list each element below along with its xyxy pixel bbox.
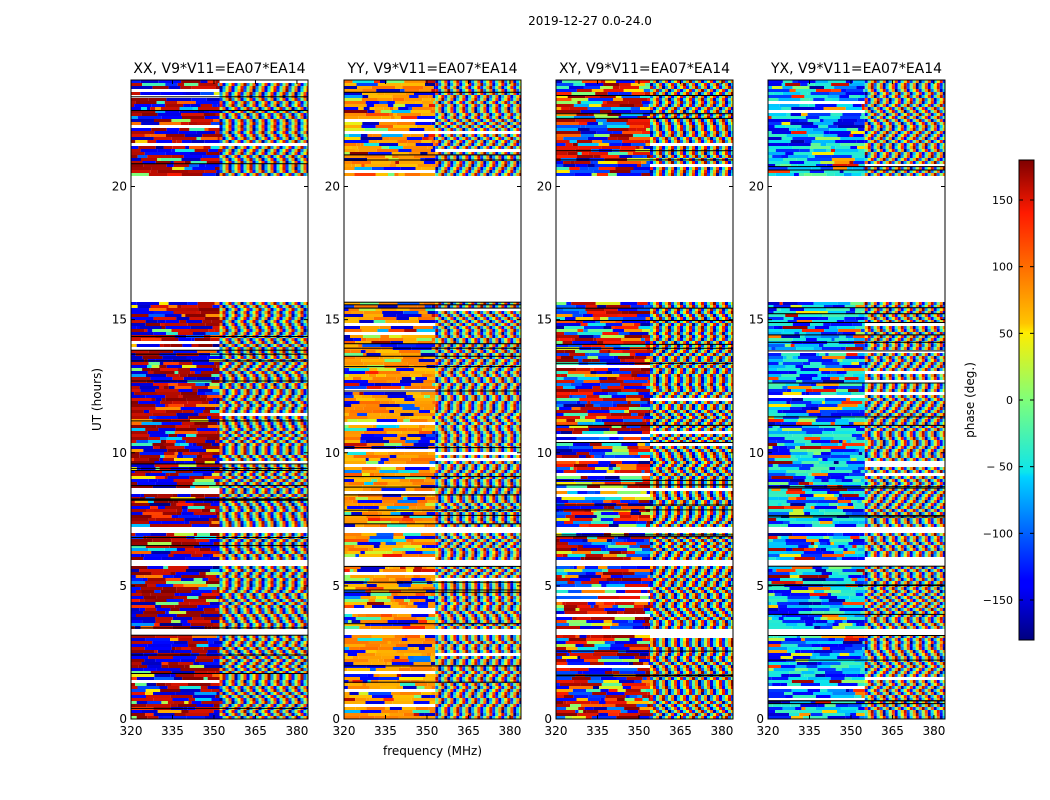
x-axis-label: frequency (MHz) [383, 744, 482, 758]
y-tick-label: 5 [332, 579, 340, 593]
axes-frame [343, 79, 522, 720]
x-tick-label: 335 [798, 724, 821, 738]
y-tick-label: 0 [119, 712, 127, 726]
y-tick-label: 10 [112, 446, 127, 460]
colorbar: 150 100 50 0 − 50 −100 −150 phase (deg.) [963, 159, 1035, 641]
x-tick-label: 350 [203, 724, 226, 738]
panel-3: YX, V9*V11=EA07*EA14 0 5 10 15 20 320 335 350 365… [749, 61, 946, 738]
x-tick-label: 380 [922, 724, 945, 738]
x-tick-label: 380 [710, 724, 733, 738]
y-tick-label: 20 [112, 180, 127, 194]
y-tick-label: 15 [112, 313, 127, 327]
y-tick-label: 15 [325, 313, 340, 327]
x-tick-label: 335 [586, 724, 609, 738]
panel-title: XY, V9*V11=EA07*EA14 [559, 61, 730, 77]
x-tick-label: 320 [120, 724, 143, 738]
heatmap-image [556, 80, 733, 719]
colorbar-tick-label: 0 [1006, 394, 1013, 407]
x-tick-label: 365 [244, 724, 267, 738]
heatmap-image [768, 80, 945, 719]
x-tick-label: 365 [457, 724, 480, 738]
panel-title: XX, V9*V11=EA07*EA14 [133, 61, 305, 77]
y-tick-label: 15 [749, 313, 764, 327]
y-tick-label: 20 [749, 180, 764, 194]
y-tick-label: 0 [756, 712, 764, 726]
figure-title: 2019-12-27 0.0-24.0 [0, 14, 1050, 28]
y-tick-label: 0 [544, 712, 552, 726]
colorbar-tick-label: −100 [983, 527, 1013, 540]
axes-frame [130, 79, 309, 720]
y-tick-label: 5 [756, 579, 764, 593]
axes-frame [555, 79, 734, 720]
panel-1: YY, V9*V11=EA07*EA14 0 5 10 15 20 320 335 350 365… [325, 61, 522, 758]
x-tick-label: 350 [628, 724, 651, 738]
x-tick-label: 365 [881, 724, 904, 738]
colorbar-tick-label: −150 [983, 594, 1013, 607]
y-tick-label: 10 [749, 446, 764, 460]
colorbar-tick-label: 150 [992, 194, 1013, 207]
panel-0: XX, V9*V11=EA07*EA14 0 5 10 15 20 320 335 350 365… [90, 61, 309, 738]
x-tick-label: 350 [840, 724, 863, 738]
y-axis-label: UT (hours) [90, 368, 104, 431]
x-tick-label: 335 [374, 724, 397, 738]
y-tick-label: 10 [325, 446, 340, 460]
panel-title: YX, V9*V11=EA07*EA14 [770, 61, 942, 77]
panel-2: XY, V9*V11=EA07*EA14 0 5 10 15 20 320 335 350 365… [537, 61, 734, 738]
x-tick-label: 335 [161, 724, 184, 738]
heatmap-image [344, 80, 521, 719]
axes-frame [767, 79, 946, 720]
heatmap-image [131, 80, 308, 719]
y-tick-label: 0 [332, 712, 340, 726]
y-tick-label: 5 [119, 579, 127, 593]
panel-title: YY, V9*V11=EA07*EA14 [346, 61, 517, 77]
colorbar-tick-label: − 50 [986, 461, 1013, 474]
y-tick-label: 20 [325, 180, 340, 194]
colorbar-tick-label: 100 [992, 261, 1013, 274]
colorbar-tick-label: 50 [999, 327, 1013, 340]
x-tick-label: 380 [498, 724, 521, 738]
x-tick-label: 380 [285, 724, 308, 738]
y-tick-label: 5 [544, 579, 552, 593]
y-tick-label: 10 [537, 446, 552, 460]
colorbar-label: phase (deg.) [963, 362, 977, 438]
x-tick-label: 320 [757, 724, 780, 738]
x-tick-label: 350 [416, 724, 439, 738]
x-tick-label: 320 [333, 724, 356, 738]
y-tick-label: 20 [537, 180, 552, 194]
x-tick-label: 365 [669, 724, 692, 738]
x-tick-label: 320 [545, 724, 568, 738]
y-tick-label: 15 [537, 313, 552, 327]
